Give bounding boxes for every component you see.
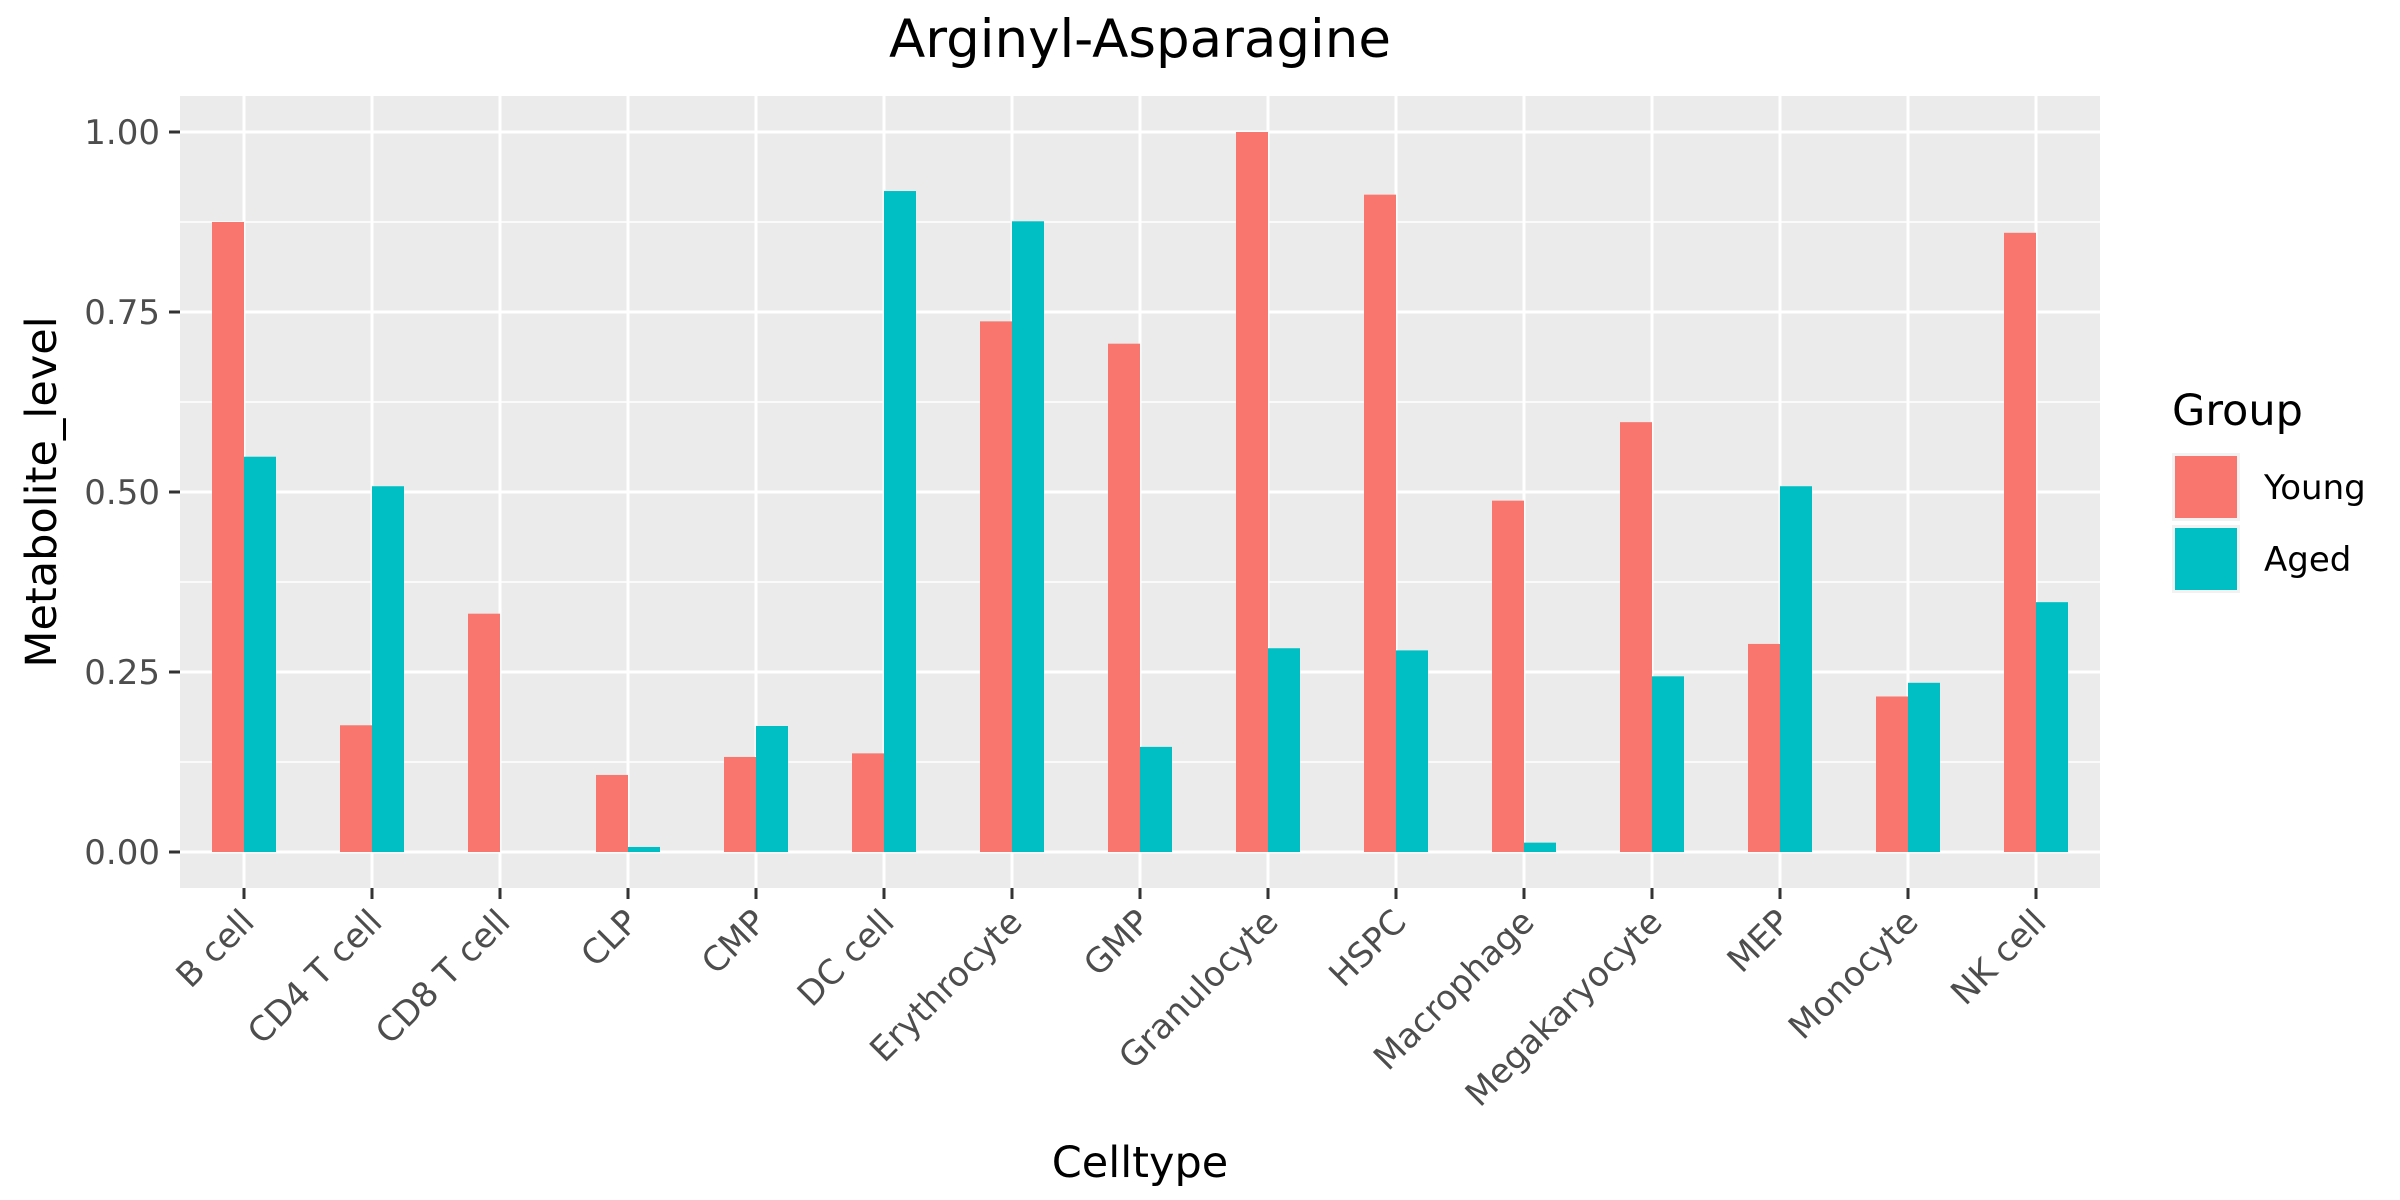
x-tick-label: NK cell <box>1943 902 2054 1013</box>
chart-title: Arginyl-Asparagine <box>889 9 1391 70</box>
y-tick-label: 0.25 <box>84 653 160 693</box>
bar-young-mep <box>1748 643 1780 852</box>
bars <box>212 132 2068 853</box>
bar-young-nk-cell <box>2004 232 2036 853</box>
y-axis: 0.00 0.25 0.50 0.75 1.00 <box>84 113 180 873</box>
bar-young-clp <box>596 774 628 852</box>
bar-aged-nk-cell <box>2036 602 2068 852</box>
legend-swatch-aged <box>2175 528 2237 590</box>
bar-young-macrophage <box>1492 500 1524 852</box>
y-tick-label: 0.00 <box>84 833 160 873</box>
bar-aged-cd4-t-cell <box>372 486 404 852</box>
bar-aged-macrophage <box>1524 842 1556 852</box>
y-tick-label: 1.00 <box>84 113 160 153</box>
bar-aged-cmp <box>756 726 788 852</box>
legend-swatch-young <box>2175 456 2237 518</box>
x-tick-label: CD4 T cell <box>240 902 390 1052</box>
bar-young-dc-cell <box>852 753 884 852</box>
bar-aged-monocyte <box>1908 682 1940 852</box>
y-axis-title: Metabolite_level <box>17 316 67 667</box>
x-tick-label: CD8 T cell <box>368 902 518 1052</box>
bar-young-cd8-t-cell <box>468 613 500 852</box>
bar-aged-hspc <box>1396 650 1428 852</box>
bar-young-monocyte <box>1876 696 1908 852</box>
bar-young-cmp <box>724 756 756 852</box>
bar-young-erythrocyte <box>980 321 1012 852</box>
x-tick-label: GMP <box>1076 902 1158 984</box>
legend: Group Young Aged <box>2172 386 2366 593</box>
x-tick-label: DC cell <box>790 902 903 1015</box>
bar-aged-dc-cell <box>884 191 916 853</box>
legend-label-aged: Aged <box>2264 540 2351 580</box>
x-tick-label: CMP <box>694 902 774 982</box>
bar-young-gmp <box>1108 343 1140 852</box>
x-tick-label: HSPC <box>1321 902 1414 995</box>
x-axis-title: Celltype <box>1052 1138 1228 1188</box>
bar-young-cd4-t-cell <box>340 725 372 852</box>
y-tick-label: 0.75 <box>84 293 160 333</box>
x-tick-label: Monocyte <box>1781 902 1926 1047</box>
bar-aged-gmp <box>1140 746 1172 852</box>
bar-young-granulocyte <box>1236 132 1268 852</box>
bar-aged-clp <box>628 846 660 852</box>
x-tick-label: B cell <box>169 902 263 996</box>
legend-label-young: Young <box>2263 468 2366 508</box>
bar-aged-b-cell <box>244 456 276 852</box>
bar-young-hspc <box>1364 194 1396 852</box>
bar-aged-granulocyte <box>1268 648 1300 852</box>
bar-aged-erythrocyte <box>1012 221 1044 852</box>
x-tick-label: CLP <box>573 902 646 975</box>
bar-young-b-cell <box>212 222 244 852</box>
x-tick-label: MEP <box>1720 902 1799 981</box>
bar-young-megakaryocyte <box>1620 422 1652 852</box>
y-tick-label: 0.50 <box>84 473 160 513</box>
legend-title: Group <box>2172 386 2303 436</box>
bar-aged-megakaryocyte <box>1652 676 1684 852</box>
bar-aged-mep <box>1780 486 1812 852</box>
